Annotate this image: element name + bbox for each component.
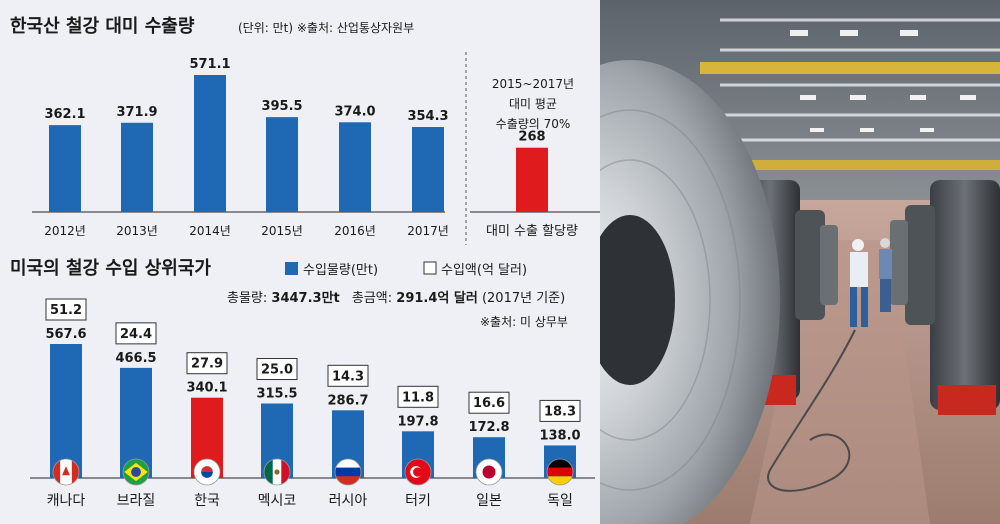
chart2-value-box-5	[327, 364, 369, 387]
chart2-volume-label-3: 340.1	[186, 381, 227, 396]
chart2-value-label-8: 18.3	[544, 404, 576, 419]
chart1-bar-7	[516, 147, 548, 212]
mexico-flag-icon	[263, 458, 291, 486]
chart1-annotation-line-2: 대미 평균	[509, 97, 557, 111]
russia-flag-icon	[334, 458, 362, 486]
chart2-volume-label-1: 567.6	[45, 327, 86, 342]
chart2-title: 미국의 철강 수입 상위국가	[10, 257, 211, 279]
chart2-volume-label-6: 197.8	[397, 414, 438, 429]
chart2-source: ※출처: 미 상무부	[480, 315, 568, 329]
chart1-bar-3	[194, 75, 226, 212]
chart1-bars: 362.1 2012년 371.9 2013년 571.1 2014년 395.5 2015년…	[44, 57, 578, 239]
legend-value-swatch	[423, 261, 437, 275]
chart1-value-label-3: 571.1	[189, 57, 230, 72]
chart2-value-label-3: 27.9	[191, 357, 223, 372]
chart2-value-label-6: 11.8	[402, 390, 434, 405]
canada-flag-icon	[52, 458, 80, 486]
chart2-value-box-2	[115, 322, 157, 345]
legend-value-label: 수입액(억 달러)	[441, 263, 527, 278]
chart1-value-label-5: 374.0	[334, 104, 375, 119]
total-volume-label: 총물량:	[227, 291, 271, 306]
chart1-category-label-7: 대미 수출 할당량	[486, 224, 578, 239]
chart1-value-label-4: 395.5	[261, 99, 302, 114]
germany-flag-icon	[546, 458, 574, 486]
total-value-suffix: (2017년 기준)	[482, 291, 565, 306]
chart2-bars: 567.6 51.2 캐나다 466.5 24.4 브라질 340.1 27.9 한국 315.5…	[45, 298, 581, 509]
turkey-flag-icon	[404, 458, 432, 486]
totals-line: 총물량: 3447.3만t 총금액: 291.4억 달러 (2017년 기준)	[227, 290, 565, 306]
chart1-value-label-6: 354.3	[407, 109, 448, 124]
chart1-bar-2	[121, 122, 153, 212]
chart1-annotation-line-3: 수출량의 70%	[496, 117, 571, 131]
chart1-category-label-3: 2014년	[189, 224, 231, 238]
chart2-value-label-4: 25.0	[261, 363, 293, 378]
chart1-value-label-7: 268	[518, 130, 545, 145]
chart2-category-label-8: 독일	[547, 493, 573, 509]
korea-export-chart: 한국산 철강 대미 수출량 (단위: 만t) ※출처: 산업통상자원부 362.…	[10, 16, 600, 245]
chart1-bar-6	[412, 127, 444, 212]
chart2-value-label-1: 51.2	[50, 303, 82, 318]
chart2-volume-label-8: 138.0	[539, 428, 580, 443]
steel-coil-factory-photo	[600, 0, 1000, 524]
chart2-volume-label-4: 315.5	[256, 387, 297, 402]
chart1-category-label-6: 2017년	[407, 224, 449, 238]
chart2-category-label-6: 터키	[405, 493, 431, 509]
chart1-annotation-line-1: 2015~2017년	[492, 77, 574, 91]
korea-flag-icon	[193, 458, 221, 486]
chart2-value-box-6	[397, 385, 439, 408]
chart2-volume-label-7: 172.8	[468, 420, 509, 435]
chart1-bar-5	[339, 122, 371, 212]
chart2-value-label-7: 16.6	[473, 396, 505, 411]
chart1-category-label-2: 2013년	[116, 224, 158, 238]
chart2-category-label-2: 브라질	[117, 493, 156, 509]
chart1-category-label-4: 2015년	[261, 224, 303, 238]
total-value-value: 291.4억 달러	[396, 290, 478, 306]
chart2-value-box-8	[539, 399, 581, 422]
japan-flag-icon	[475, 458, 503, 486]
chart1-unit-source: (단위: 만t) ※출처: 산업통상자원부	[238, 21, 414, 35]
legend-volume-swatch	[285, 262, 298, 275]
chart2-value-box-4	[256, 358, 298, 381]
chart2-value-box-3	[186, 352, 228, 375]
chart2-category-label-5: 러시아	[329, 493, 368, 509]
chart2-volume-label-2: 466.5	[115, 351, 156, 366]
chart2-value-box-1	[45, 298, 87, 321]
chart2-volume-label-5: 286.7	[327, 393, 368, 408]
chart1-bar-1	[49, 125, 81, 212]
chart2-category-label-3: 한국	[194, 493, 220, 509]
chart2-category-label-1: 캐나다	[47, 493, 86, 509]
brazil-flag-icon	[122, 458, 150, 486]
chart2-category-label-7: 일본	[476, 493, 502, 509]
chart1-category-label-1: 2012년	[44, 224, 86, 238]
chart1-category-label-5: 2016년	[334, 224, 376, 238]
chart1-value-label-1: 362.1	[44, 107, 85, 122]
chart2-bar-1	[50, 344, 82, 478]
us-import-chart: 미국의 철강 수입 상위국가 수입물량(만t) 수입액(억 달러) 총물량: 3…	[10, 257, 595, 509]
chart1-bar-4	[266, 117, 298, 212]
legend-volume-label: 수입물량(만t)	[303, 263, 378, 278]
chart2-value-label-5: 14.3	[332, 369, 364, 384]
chart2-category-label-4: 멕시코	[258, 493, 297, 509]
chart1-title: 한국산 철강 대미 수출량	[10, 16, 195, 37]
chart1-value-label-2: 371.9	[116, 105, 157, 120]
total-value-label: 총금액:	[352, 291, 396, 306]
total-volume-value: 3447.3만t	[271, 290, 339, 306]
chart2-value-label-2: 24.4	[120, 327, 152, 342]
chart2-value-box-7	[468, 391, 510, 414]
